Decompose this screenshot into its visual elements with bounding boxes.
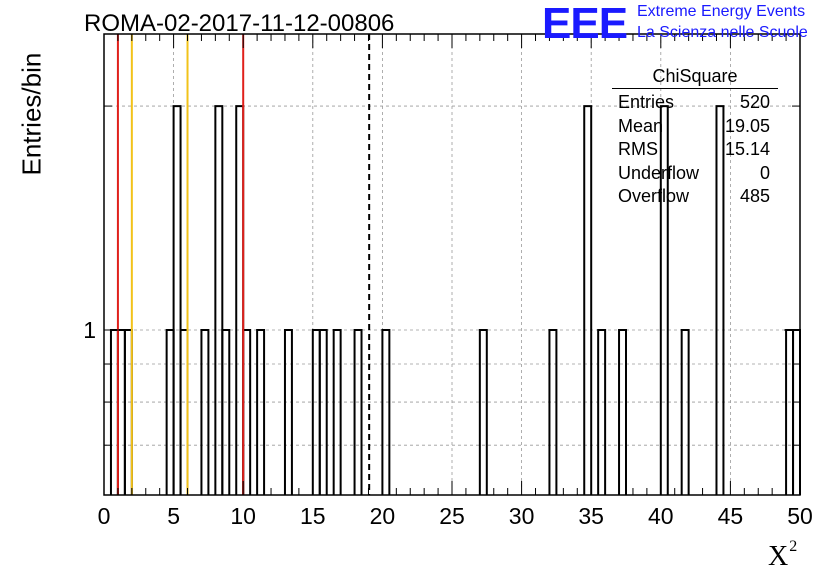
histogram-bar (548, 328, 558, 495)
histogram-bar (116, 328, 126, 495)
histogram-bar (235, 105, 245, 495)
histogram-bar (318, 328, 328, 495)
histogram-bar (256, 328, 266, 495)
histogram-bar (283, 328, 293, 495)
histogram-bar (200, 328, 210, 495)
histogram-bar (715, 105, 725, 495)
x-tick-label: 30 (509, 503, 535, 529)
histogram-bar (214, 105, 224, 495)
stats-title: ChiSquare (612, 66, 778, 89)
stats-label: RMS (618, 139, 658, 159)
stats-row-overflow: Overflow 485 (612, 185, 778, 209)
stats-value: 15.14 (724, 139, 770, 159)
stats-row-entries: Entries 520 (612, 91, 778, 115)
histogram-bar (583, 105, 593, 495)
x-axis-label: X2 (768, 538, 797, 573)
x-tick-label: 5 (167, 503, 180, 529)
stats-value: 485 (739, 186, 770, 206)
histogram-bar (242, 328, 252, 495)
histogram-bar (179, 328, 189, 495)
histogram-bar (618, 328, 627, 495)
histogram-bar (381, 328, 391, 495)
histogram-bar (165, 328, 175, 495)
stats-value: 0 (759, 162, 770, 183)
histogram-bar (221, 328, 231, 495)
histogram-bar (353, 328, 363, 495)
histogram-bar (785, 328, 795, 495)
x-tick-label: 10 (230, 503, 256, 529)
y-tick-label: 1 (83, 317, 96, 343)
stats-value: 520 (739, 92, 770, 112)
stats-value: 19.05 (724, 115, 770, 136)
histogram-bar (332, 328, 342, 495)
stats-label: Overflow (618, 186, 690, 206)
chart-title: ROMA-02-2017-11-12-00806 (84, 10, 395, 37)
x-tick-label: 20 (370, 503, 396, 529)
logo-line-2: La Scienza nelle Scuole (637, 24, 808, 41)
stats-label: Mean (618, 115, 664, 136)
histogram-bar (172, 105, 182, 495)
x-axis-label-superscript: 2 (789, 538, 798, 555)
histogram-bar (109, 328, 119, 495)
histogram-bar (792, 328, 801, 495)
histogram-bar (659, 105, 669, 495)
stats-label: Entries (618, 92, 675, 112)
stats-row-underflow: Underflow 0 (612, 162, 778, 186)
eee-logo: EEE (542, 0, 628, 48)
x-tick-label: 15 (300, 503, 326, 529)
y-axis-label: Entries/bin (16, 52, 47, 176)
x-axis-label-base: X (768, 541, 789, 572)
x-tick-label: 35 (578, 503, 604, 529)
x-tick-label: 40 (648, 503, 674, 529)
histogram-bar (680, 328, 690, 495)
histogram-bar (478, 328, 488, 495)
x-tick-label: 0 (98, 503, 111, 529)
stats-label: Underflow (618, 162, 700, 183)
x-tick-label: 50 (787, 503, 813, 529)
stats-row-rms: RMS 15.14 (612, 138, 778, 162)
histogram-bar (311, 328, 321, 495)
x-tick-label: 45 (718, 503, 744, 529)
logo-line-1: Extreme Energy Events (637, 3, 806, 20)
stats-box: ChiSquare Entries 520 Mean 19.05 RMS 15.… (612, 66, 778, 209)
histogram-bar (597, 328, 607, 495)
stats-row-mean: Mean 19.05 (612, 115, 778, 139)
x-tick-label: 25 (439, 503, 465, 529)
histogram-bar (123, 328, 133, 495)
